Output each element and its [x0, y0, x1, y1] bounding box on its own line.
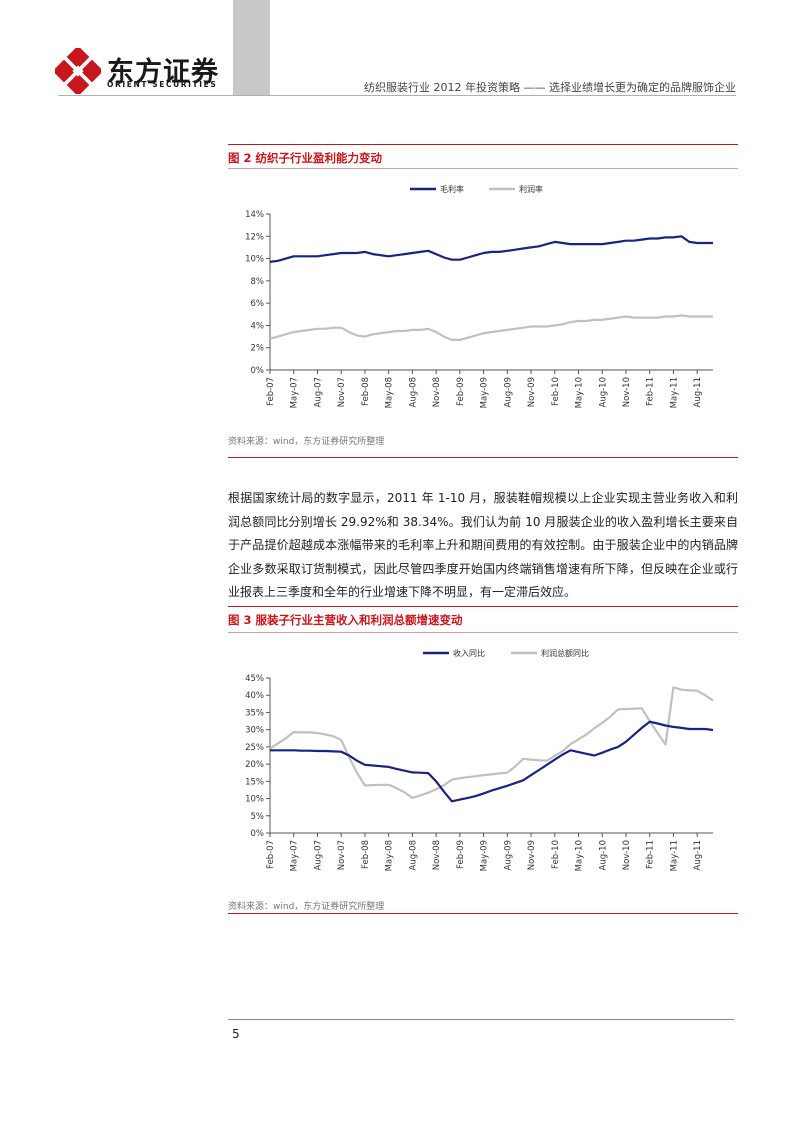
figure3-chart: 收入同比 利润总额同比 0% 5% 10% 15% 20% 25% 30% 35% 40% 45% Fe…	[245, 648, 714, 871]
figure3-x-tick-label: Feb-08	[361, 840, 371, 869]
page-number: 5	[232, 1027, 240, 1041]
figure3-x-tick-label: Nov-07	[337, 840, 347, 870]
figure3-y-tick-label: 45%	[245, 674, 264, 684]
figure2-y-tick-label: 4%	[251, 321, 265, 331]
figure2-x-tick-label: Aug-10	[598, 377, 608, 407]
figure3-x-tick-label: Nov-09	[527, 840, 537, 870]
figure2-legend-label-0: 毛利率	[440, 184, 464, 194]
figure2-source: 资料来源：wind，东方证券研究所整理	[228, 437, 385, 447]
figure3-y-tick-label: 35%	[245, 708, 264, 718]
figure2-x-tick-label: May-10	[575, 377, 585, 408]
figure2-x-tick-label: Nov-07	[337, 377, 347, 407]
figure2-x-tick-label: Feb-07	[266, 377, 276, 406]
figure2-x-tick-label: Aug-07	[313, 377, 323, 407]
figure2-x-tick-label: Nov-09	[527, 377, 537, 407]
figure3-x-tick-label: May-09	[480, 840, 490, 871]
figure2-series-line-1	[269, 314, 713, 341]
figure3-x-tick-label: May-07	[290, 840, 300, 871]
figure3-x-tick-label: Aug-07	[313, 840, 323, 870]
figure3-x-tick-label: Nov-10	[622, 840, 632, 870]
figure3-top-rule	[228, 606, 738, 607]
figure3-x-tick-label: Aug-10	[598, 840, 608, 870]
figure2-x-tick-label: May-08	[385, 377, 395, 408]
figure2-x-tick-label: Aug-11	[693, 377, 703, 407]
figure3-legend-label-1: 利润总额同比	[541, 648, 589, 658]
figure2-y-tick-label: 14%	[245, 210, 264, 220]
report-title: 纺织服装行业 2012 年投资策略 —— 选择业绩增长更为确定的品牌服饰企业	[364, 81, 736, 94]
figure3-y-tick-label: 10%	[245, 795, 264, 805]
figure2-bottom-rule	[228, 457, 738, 458]
figure3-x-tick-label: May-10	[575, 840, 585, 871]
figure3-title: 图 3 服装子行业主营收入和利润总额增速变动	[228, 613, 463, 627]
figure2-x-tick-label: May-09	[480, 377, 490, 408]
figure2-series-line-0	[269, 235, 713, 263]
figure2-x-tick-label: Feb-08	[361, 377, 371, 406]
figure3-legend-label-0: 收入同比	[453, 648, 485, 658]
figure3-bottom-rule	[228, 913, 738, 914]
figure2-y-tick-label: 10%	[245, 255, 264, 265]
figure3-x-tick-label: Aug-08	[408, 840, 418, 870]
figure3-x-tick-label: May-11	[669, 840, 679, 871]
figure2-y-tick-label: 2%	[251, 344, 265, 354]
figure3-source: 资料来源：wind，东方证券研究所整理	[228, 902, 385, 912]
figure2-x-tick-label: May-11	[669, 377, 679, 408]
figure3-y-tick-label: 25%	[245, 743, 264, 753]
figure3-y-tick-label: 40%	[245, 691, 264, 701]
figure3-x-tick-label: Feb-07	[266, 840, 276, 869]
figure3-y-tick-label: 5%	[251, 812, 265, 822]
figure2-chart: 毛利率 利润率 0% 2% 4% 6% 8% 10% 12% 14% Feb-07 May-07 Aug…	[245, 184, 713, 408]
figure2-title: 图 2 纺织子行业盈利能力变动	[228, 151, 383, 165]
figure2-title-rule	[228, 168, 738, 169]
figure3-y-tick-label: 20%	[245, 760, 264, 770]
figure2-x-tick-label: Feb-09	[456, 377, 466, 406]
header-grey-tab	[233, 0, 270, 95]
figure2-legend-label-1: 利润率	[519, 184, 543, 194]
figure2-y-tick-label: 6%	[251, 299, 265, 309]
figure2-x-tick-label: Aug-08	[408, 377, 418, 407]
figure2-y-tick-label: 12%	[245, 232, 264, 242]
figure3-x-tick-label: May-08	[385, 840, 395, 871]
figure2-x-tick-label: Nov-10	[622, 377, 632, 407]
logo-mark-icon	[55, 48, 101, 94]
figure3-series-line-0	[270, 720, 714, 803]
figure3-x-tick-label: Aug-11	[693, 840, 703, 870]
figure2-x-tick-label: Nov-08	[432, 377, 442, 407]
figure3-x-tick-label: Aug-09	[503, 840, 513, 870]
figure3-series-line-1	[269, 686, 714, 799]
figure3-y-tick-label: 0%	[251, 829, 265, 839]
logo-chinese-text: 东方证券	[107, 57, 219, 88]
figure2-x-tick-label: Aug-09	[503, 377, 513, 407]
figure3-x-tick-label: Feb-10	[551, 840, 561, 869]
body-paragraph: 根据国家统计局的数字显示，2011 年 1-10 月，服装鞋帽规模以上企业实现主…	[228, 491, 738, 599]
logo-english-text: ORIENT SECURITIES	[107, 80, 218, 89]
figure2-y-tick-label: 0%	[251, 366, 265, 376]
figure3-y-tick-label: 15%	[245, 777, 264, 787]
figure2-top-rule	[228, 144, 738, 145]
figure3-x-tick-label: Nov-08	[432, 840, 442, 870]
footer-divider	[228, 1019, 734, 1020]
figure2-x-tick-label: Feb-10	[551, 377, 561, 406]
figure2-x-tick-label: Feb-11	[646, 377, 656, 406]
figure2-y-tick-label: 8%	[251, 277, 265, 287]
figure3-y-tick-label: 30%	[245, 726, 264, 736]
figure3-x-tick-label: Feb-09	[456, 840, 466, 869]
figure3-x-tick-label: Feb-11	[646, 840, 656, 869]
figure3-title-rule	[228, 632, 738, 633]
header-divider	[58, 95, 736, 96]
figure2-x-tick-label: May-07	[290, 377, 300, 408]
